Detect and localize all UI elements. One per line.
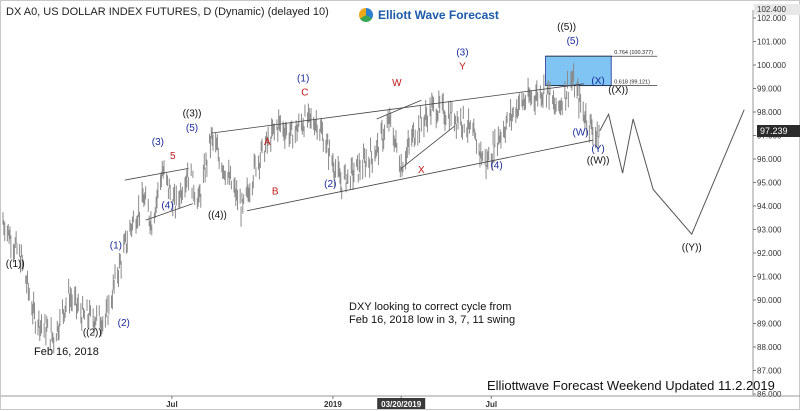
y-tick-label: 94.000 [757, 202, 782, 211]
wave-label: 5 [170, 151, 176, 162]
wave-label: (2) [118, 318, 130, 329]
y-tick-label: 88.000 [757, 343, 782, 352]
brand-name: Elliott Wave Forecast [378, 8, 499, 22]
fib-level-label: 0.618 (99.121) [614, 80, 650, 86]
y-tick-label: 90.000 [757, 296, 782, 305]
update-footer: Elliottwave Forecast Weekend Updated 11.… [487, 378, 775, 393]
wave-label: (1) [297, 73, 309, 84]
y-tick-label: 86.000 [757, 390, 782, 399]
x-highlight-box [377, 398, 426, 409]
wave-label: ((1)) [6, 259, 25, 270]
time-axis[interactable]: Jul 2019 03/20/2019 Jul [1, 395, 800, 409]
wave-label: (1) [110, 240, 122, 251]
wave-label: (5) [186, 123, 198, 134]
chart-title: DX A0, US DOLLAR INDEX FUTURES, D (Dynam… [6, 6, 329, 18]
wave-label: X [418, 165, 425, 176]
wave-label: Y [459, 62, 466, 73]
wave-label: B [272, 186, 279, 197]
y-top-box [754, 4, 800, 15]
channel-line [145, 203, 194, 221]
fib-level-label: 0.764 (100.377) [614, 50, 653, 56]
wave-label: ((4)) [208, 210, 227, 221]
wave-label: (Y) [591, 144, 604, 155]
channel-line [124, 168, 189, 181]
y-tick-label: 102.000 [757, 14, 786, 23]
y-tick-label: 92.000 [757, 249, 782, 258]
y-tick-label: 96.000 [757, 155, 782, 164]
wave-label: (5) [567, 36, 579, 47]
brand-logo-icon [359, 8, 373, 22]
x-tick-label: 2019 [324, 400, 342, 409]
wave-labels: ((1)) ((2)) (1) (2) (3) (4) 5 ((3)) (5) ((4)) A B (1… [6, 22, 702, 339]
wave-label: (3) [152, 137, 164, 148]
channel-line [400, 125, 455, 169]
brand: Elliott Wave Forecast [359, 8, 499, 22]
wave-label: (3) [456, 48, 468, 59]
y-top-label: 102.400 [757, 5, 786, 14]
wave-label: ((2)) [83, 327, 102, 338]
channel-line [211, 83, 585, 134]
wave-label: ((X)) [608, 85, 628, 96]
current-price-tag: 97.239 [757, 125, 800, 137]
y-tick-label: 87.000 [757, 367, 782, 376]
channel-line [376, 99, 422, 120]
comment-line-1: DXY looking to correct cycle from [349, 301, 512, 313]
price-axis[interactable]: 86.000 87.000 88.000 89.000 90.000 91.000 92.0… [752, 4, 800, 399]
comment-line-2: Feb 16, 2018 low in 3, 7, 11 swing [349, 314, 516, 326]
wave-label: ((W)) [587, 156, 610, 167]
channel-lines [124, 83, 593, 221]
wave-label: ((5)) [557, 22, 576, 33]
analysis-comment: DXY looking to correct cycle from Feb 16… [349, 301, 515, 327]
projection-path [599, 109, 745, 236]
y-tick-label: 89.000 [757, 320, 782, 329]
y-tick-label: 100.000 [757, 61, 786, 70]
wave-label: ((3)) [183, 109, 202, 120]
wave-label: C [301, 88, 308, 99]
x-tick-label: Jul [166, 400, 178, 409]
x-tick-label: 03/20/2019 [381, 400, 422, 409]
wave-label: A [264, 137, 271, 148]
y-tick-label: 93.000 [757, 226, 782, 235]
channel-line [247, 139, 593, 212]
wave-label: (X) [591, 76, 604, 87]
x-tick-label: Jul [486, 400, 498, 409]
y-tick-label: 98.000 [757, 108, 782, 117]
wave-label: (4) [161, 200, 173, 211]
wave-label: ((Y)) [682, 243, 702, 254]
y-tick-label: 95.000 [757, 179, 782, 188]
wave-label: (2) [324, 179, 336, 190]
start-date-label: Feb 16, 2018 [34, 346, 99, 358]
y-tick-label: 91.000 [757, 273, 782, 282]
y-tick-label: 99.000 [757, 85, 782, 94]
projection-line [599, 109, 745, 236]
wave-label: (4) [490, 160, 502, 171]
wave-label: (W) [573, 128, 589, 139]
y-tick-label: 101.000 [757, 38, 786, 47]
wave-label: W [392, 78, 402, 89]
